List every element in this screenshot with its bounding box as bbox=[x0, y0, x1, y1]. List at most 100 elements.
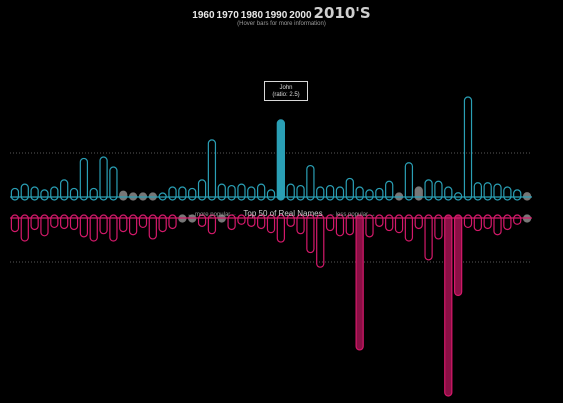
top-bar[interactable] bbox=[119, 190, 128, 201]
bottom-bar[interactable] bbox=[483, 214, 492, 230]
bottom-bar[interactable] bbox=[20, 214, 29, 242]
bottom-bar[interactable] bbox=[247, 214, 256, 227]
bottom-bar[interactable] bbox=[119, 214, 128, 233]
top-bar[interactable] bbox=[217, 183, 226, 201]
top-bar[interactable] bbox=[522, 192, 532, 201]
bottom-bar[interactable] bbox=[207, 214, 217, 235]
top-bar[interactable] bbox=[513, 189, 522, 201]
bottom-bar[interactable] bbox=[148, 214, 157, 240]
top-bar[interactable] bbox=[60, 179, 69, 201]
bottom-bar[interactable] bbox=[89, 214, 98, 242]
decade-2000[interactable]: 2000 bbox=[289, 10, 312, 21]
top-bar[interactable] bbox=[197, 179, 207, 201]
top-bar[interactable] bbox=[434, 180, 443, 201]
top-bar[interactable] bbox=[266, 189, 276, 201]
top-bar[interactable] bbox=[178, 186, 187, 201]
bottom-bar[interactable] bbox=[60, 214, 69, 230]
bottom-bar[interactable] bbox=[453, 214, 463, 297]
bottom-bar[interactable] bbox=[394, 214, 404, 234]
top-bar[interactable] bbox=[286, 183, 295, 201]
top-bar[interactable] bbox=[109, 166, 118, 201]
top-bar[interactable] bbox=[257, 183, 266, 201]
bottom-bar[interactable] bbox=[503, 214, 512, 231]
top-bar[interactable] bbox=[345, 177, 354, 201]
decade-2010s[interactable]: 2010'S bbox=[313, 4, 371, 22]
top-bar[interactable] bbox=[365, 189, 374, 201]
top-bar[interactable] bbox=[316, 186, 325, 201]
bottom-bar[interactable] bbox=[385, 214, 394, 232]
bottom-bar[interactable] bbox=[296, 214, 305, 235]
bottom-bar[interactable] bbox=[375, 214, 384, 227]
top-bar[interactable] bbox=[99, 156, 108, 201]
bottom-bar[interactable] bbox=[138, 214, 148, 229]
bottom-bar[interactable] bbox=[404, 214, 414, 242]
bottom-bar[interactable] bbox=[434, 214, 443, 240]
bottom-bar[interactable] bbox=[128, 214, 138, 236]
top-bar[interactable] bbox=[237, 183, 246, 201]
top-bar[interactable] bbox=[296, 184, 305, 201]
bottom-bar[interactable] bbox=[276, 214, 285, 243]
top-bar[interactable] bbox=[10, 187, 20, 201]
bottom-bar[interactable] bbox=[168, 214, 177, 230]
top-bar[interactable] bbox=[355, 186, 364, 201]
top-bar[interactable] bbox=[424, 179, 433, 201]
decade-1970[interactable]: 1970 bbox=[216, 10, 239, 21]
bottom-bar[interactable] bbox=[306, 214, 315, 254]
top-bar[interactable] bbox=[404, 162, 414, 201]
top-bar[interactable] bbox=[20, 183, 29, 201]
bottom-bar[interactable] bbox=[30, 214, 39, 231]
bottom-bar[interactable] bbox=[365, 214, 374, 238]
decade-1990[interactable]: 1990 bbox=[265, 10, 288, 21]
top-bar[interactable] bbox=[453, 192, 463, 201]
top-bar[interactable] bbox=[188, 187, 197, 201]
top-bar[interactable] bbox=[30, 186, 39, 201]
top-bar[interactable] bbox=[375, 187, 384, 201]
bottom-bar[interactable] bbox=[414, 214, 423, 230]
top-bar[interactable] bbox=[473, 182, 482, 201]
top-bar[interactable] bbox=[325, 184, 335, 201]
bottom-bar[interactable] bbox=[99, 214, 108, 235]
bottom-bar[interactable] bbox=[237, 214, 246, 225]
top-bar[interactable] bbox=[335, 186, 345, 201]
bottom-bar[interactable] bbox=[493, 214, 502, 236]
top-bar[interactable] bbox=[207, 139, 217, 201]
bottom-bar[interactable] bbox=[50, 214, 59, 229]
decade-1960[interactable]: 1960 bbox=[192, 10, 215, 21]
bottom-bar[interactable] bbox=[513, 214, 522, 225]
bottom-bar[interactable] bbox=[40, 214, 49, 237]
bottom-bar[interactable] bbox=[335, 214, 345, 237]
bottom-bar[interactable] bbox=[79, 214, 89, 238]
top-bar[interactable] bbox=[493, 183, 502, 201]
top-bar[interactable] bbox=[79, 157, 89, 201]
top-bar[interactable] bbox=[306, 164, 315, 201]
bottom-bar[interactable] bbox=[109, 214, 118, 242]
bottom-bar[interactable] bbox=[158, 214, 167, 233]
top-bar[interactable] bbox=[168, 186, 177, 201]
top-bar[interactable] bbox=[227, 184, 236, 201]
bottom-bar[interactable] bbox=[286, 214, 295, 227]
top-bar[interactable] bbox=[276, 119, 285, 201]
bottom-bar[interactable] bbox=[227, 214, 236, 231]
top-bar[interactable] bbox=[247, 186, 256, 201]
top-bar[interactable] bbox=[385, 180, 394, 201]
top-bar[interactable] bbox=[503, 186, 512, 201]
top-bar[interactable] bbox=[444, 186, 453, 201]
top-bar[interactable] bbox=[50, 186, 59, 201]
bottom-bar[interactable] bbox=[473, 214, 482, 232]
decade-1980[interactable]: 1980 bbox=[240, 10, 264, 21]
top-bar[interactable] bbox=[483, 182, 492, 201]
bottom-bar[interactable] bbox=[266, 214, 276, 234]
bottom-bar[interactable] bbox=[316, 214, 325, 268]
bottom-bar[interactable] bbox=[197, 214, 207, 227]
bottom-bar[interactable] bbox=[69, 214, 79, 231]
bottom-bar[interactable] bbox=[463, 214, 473, 229]
top-bar[interactable] bbox=[414, 186, 423, 201]
bottom-bar[interactable] bbox=[424, 214, 433, 261]
bottom-bar[interactable] bbox=[325, 214, 335, 232]
top-bar[interactable] bbox=[463, 96, 473, 201]
bottom-bar[interactable] bbox=[444, 214, 453, 397]
bottom-bar[interactable] bbox=[355, 214, 364, 351]
top-bar[interactable] bbox=[69, 187, 79, 201]
bottom-bar[interactable] bbox=[10, 214, 20, 233]
bottom-bar[interactable] bbox=[257, 214, 266, 230]
